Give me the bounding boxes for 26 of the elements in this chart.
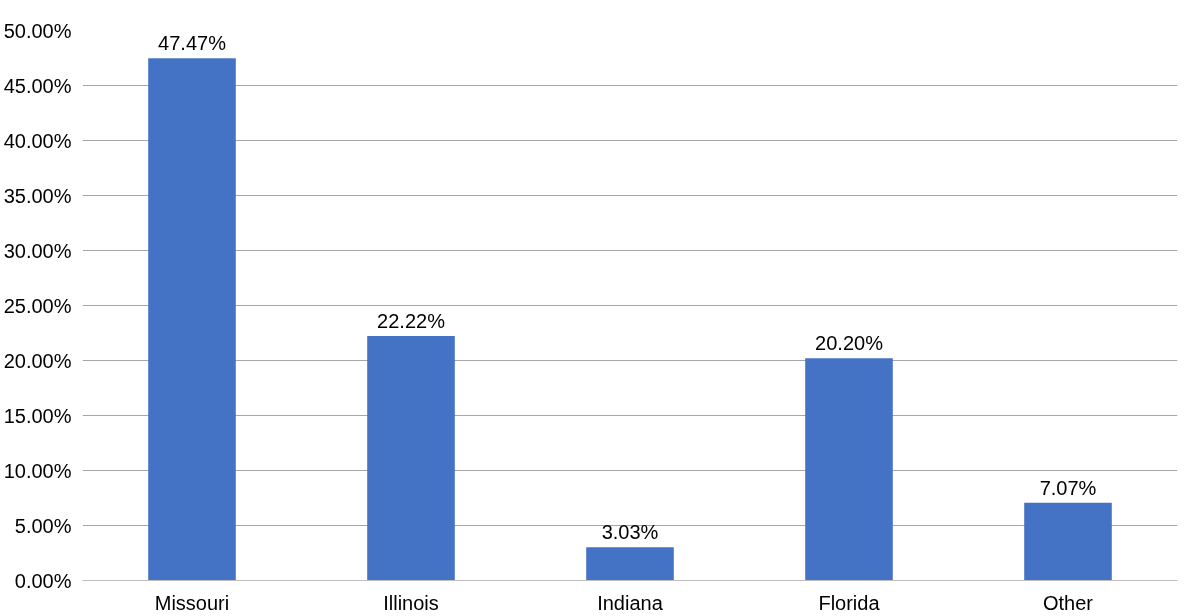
bar <box>367 336 455 581</box>
x-tick-label: Indiana <box>597 591 664 614</box>
data-label: 20.20% <box>815 332 884 355</box>
y-tick-label: 50.00% <box>3 19 72 42</box>
x-tick-label: Other <box>1042 591 1094 614</box>
x-tick-label: Florida <box>818 591 881 614</box>
data-label: 7.07% <box>1039 476 1097 499</box>
bar <box>586 547 674 581</box>
y-tick-label: 5.00% <box>14 514 72 537</box>
bar <box>1024 502 1112 581</box>
y-tick-label: 45.00% <box>3 74 72 97</box>
data-label: 22.22% <box>377 310 446 333</box>
y-tick-label: 20.00% <box>3 349 72 372</box>
y-tick-label: 30.00% <box>3 239 72 262</box>
y-tick-label: 25.00% <box>3 294 72 317</box>
y-tick-label: 0.00% <box>14 569 72 592</box>
y-tick-label: 40.00% <box>3 129 72 152</box>
y-tick-label: 15.00% <box>3 404 72 427</box>
y-tick-label: 10.00% <box>3 459 72 482</box>
y-tick-label: 35.00% <box>3 184 72 207</box>
x-tick-label: Missouri <box>154 591 230 614</box>
x-tick-label: Illinois <box>383 591 439 614</box>
data-label: 3.03% <box>601 521 659 544</box>
bar <box>805 358 893 581</box>
bar <box>148 58 236 581</box>
data-label: 47.47% <box>158 32 227 55</box>
